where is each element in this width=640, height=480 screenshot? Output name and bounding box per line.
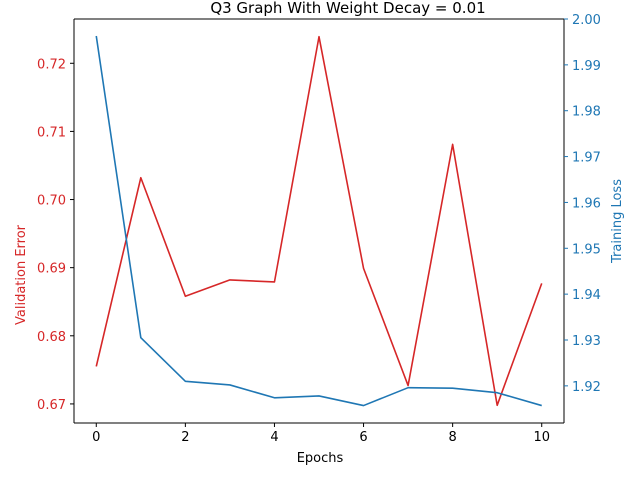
y-right-tick-label: 1.93 [572,334,601,349]
y-left-tick-label: 0.70 [37,194,66,209]
y-axis-right-label: Training Loss [610,179,625,264]
x-tick-label: 4 [270,430,278,445]
series-layer [95,35,543,407]
chart-title: Q3 Graph With Weight Decay = 0.01 [210,0,485,17]
y-left-tick-label: 0.72 [37,57,66,72]
y-left-tick-label: 0.71 [37,125,66,140]
x-tick-label: 10 [533,430,550,445]
y-right-tick-label: 1.98 [572,105,601,120]
y-axis-left-label: Validation Error [14,224,29,325]
y-left-tick-label: 0.69 [37,262,66,277]
x-tick-label: 0 [92,430,100,445]
y-left-tick-label: 0.68 [37,330,66,345]
y-right-tick-label: 1.92 [572,380,601,395]
y-right-tick-label: 1.94 [572,288,601,303]
x-tick-label: 2 [181,430,189,445]
y-right-tick-label: 1.96 [572,196,601,211]
x-tick-label: 8 [448,430,456,445]
y-right-tick-label: 2.00 [572,13,601,28]
y-right-tick-label: 1.99 [572,59,601,74]
training-loss-line [95,35,542,407]
axes: 0 2 4 6 8 10 0.67 0.68 0.69 0.70 0.71 0.72 1.92 1.93 1… [37,13,601,445]
validation-error-line [95,35,543,407]
y-right-tick-label: 1.97 [572,151,601,166]
x-tick-label: 6 [359,430,367,445]
y-left-tick-label: 0.67 [37,398,66,413]
x-axis-label: Epochs [297,451,344,466]
y-right-tick-label: 1.95 [572,242,601,257]
